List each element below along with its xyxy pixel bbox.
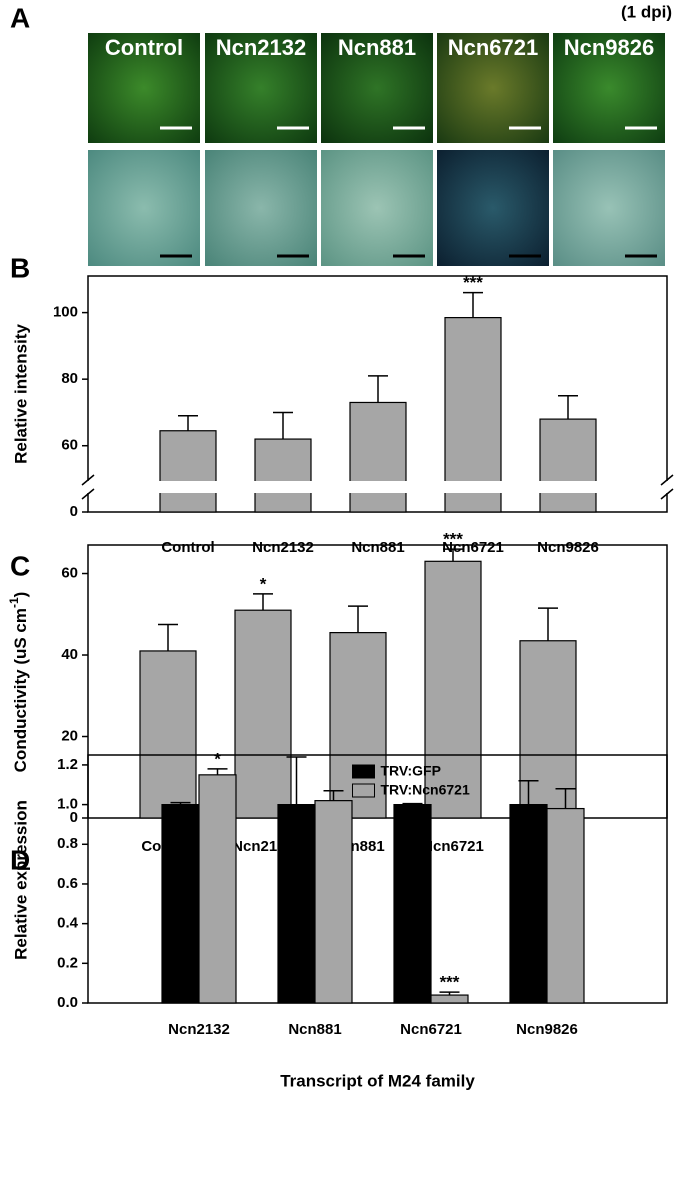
image-tile bbox=[88, 150, 200, 266]
image-label: Ncn2132 bbox=[216, 35, 307, 60]
y-tick-label: 1.2 bbox=[57, 756, 78, 773]
y-tick-label: 0 bbox=[70, 503, 78, 520]
y-tick-label: 0.6 bbox=[57, 875, 78, 892]
y-axis-label: Relative intensity bbox=[11, 324, 30, 464]
panel-letter: A bbox=[10, 2, 30, 33]
y-tick-label: 1.0 bbox=[57, 796, 78, 813]
legend-label: TRV:Ncn6721 bbox=[381, 782, 470, 798]
bar bbox=[546, 807, 585, 1004]
x-tick-label: Ncn9826 bbox=[537, 539, 599, 556]
break-mark bbox=[660, 488, 674, 500]
y-tick-label: 20 bbox=[61, 727, 78, 744]
y-tick-label: 0.4 bbox=[57, 915, 79, 932]
x-tick-label: Ncn2132 bbox=[168, 1021, 230, 1038]
y-tick-label: 60 bbox=[61, 437, 78, 454]
image-tile bbox=[437, 150, 549, 266]
image-label: Control bbox=[105, 35, 183, 60]
break-mark bbox=[81, 488, 95, 500]
break-mark bbox=[81, 474, 95, 486]
plot-frame bbox=[87, 754, 668, 1004]
image-label: Ncn6721 bbox=[448, 35, 539, 60]
annotation: *** bbox=[443, 530, 463, 549]
y-axis-label: Relative expression bbox=[11, 800, 30, 960]
annotation: *** bbox=[463, 273, 483, 292]
image-label: Ncn881 bbox=[338, 35, 416, 60]
x-tick-label: Ncn881 bbox=[288, 1021, 341, 1038]
annotation: * bbox=[260, 574, 267, 593]
image-tile bbox=[205, 33, 317, 143]
image-tile bbox=[205, 150, 317, 266]
x-tick-label: Ncn881 bbox=[351, 539, 404, 556]
x-tick-label: Ncn2132 bbox=[252, 539, 314, 556]
y-tick-label: 0.0 bbox=[57, 994, 78, 1011]
y-tick-label: 0.2 bbox=[57, 954, 78, 971]
note: (1 dpi) bbox=[621, 2, 672, 21]
legend-swatch bbox=[352, 783, 375, 798]
image-tile bbox=[88, 33, 200, 143]
image-label: Ncn9826 bbox=[564, 35, 655, 60]
x-tick-label: Ncn6721 bbox=[442, 539, 504, 556]
image-tile bbox=[553, 33, 665, 143]
bar bbox=[139, 650, 197, 819]
bar bbox=[539, 418, 597, 513]
bar bbox=[198, 774, 237, 1004]
x-tick-label: Ncn9826 bbox=[516, 1021, 578, 1038]
y-tick-label: 100 bbox=[53, 304, 78, 321]
annotation: *** bbox=[440, 973, 460, 992]
x-tick-label: Control bbox=[161, 539, 214, 556]
axis-break bbox=[80, 481, 675, 493]
bar bbox=[509, 803, 548, 1004]
y-tick-label: 80 bbox=[61, 370, 78, 387]
image-tile bbox=[321, 150, 433, 266]
bar bbox=[159, 430, 217, 513]
panel-letter: D bbox=[10, 844, 30, 875]
image-tile bbox=[553, 150, 665, 266]
panel-letter: B bbox=[10, 252, 30, 283]
x-axis-label: Transcript of M24 family bbox=[280, 1071, 475, 1090]
bar bbox=[277, 803, 316, 1004]
y-axis-label-part: ) bbox=[11, 592, 30, 598]
legend-label: TRV:GFP bbox=[381, 763, 441, 779]
bar bbox=[161, 803, 200, 1004]
bar bbox=[254, 438, 312, 513]
bar bbox=[393, 803, 432, 1004]
bar bbox=[314, 800, 353, 1004]
x-tick-label: Ncn6721 bbox=[422, 838, 484, 855]
image-tile bbox=[321, 33, 433, 143]
y-axis-label: Conductivity (uS cm-1) bbox=[7, 592, 30, 773]
legend-swatch bbox=[352, 764, 375, 779]
x-tick-label: Ncn6721 bbox=[400, 1021, 462, 1038]
bar bbox=[234, 609, 292, 819]
y-tick-label: 0 bbox=[70, 809, 78, 826]
y-tick-label: 60 bbox=[61, 564, 78, 581]
y-axis-label-part: Conductivity (uS cm bbox=[11, 608, 30, 772]
bar bbox=[444, 316, 502, 513]
y-tick-label: 0.8 bbox=[57, 835, 78, 852]
bar bbox=[349, 401, 407, 513]
y-axis-label-part: -1 bbox=[7, 597, 21, 608]
y-tick-label: 40 bbox=[61, 646, 78, 663]
image-tile bbox=[437, 33, 549, 143]
bar bbox=[430, 994, 469, 1004]
break-mark bbox=[660, 474, 674, 486]
bar bbox=[424, 560, 482, 819]
panel-letter: C bbox=[10, 550, 30, 581]
annotation: * bbox=[214, 749, 221, 768]
